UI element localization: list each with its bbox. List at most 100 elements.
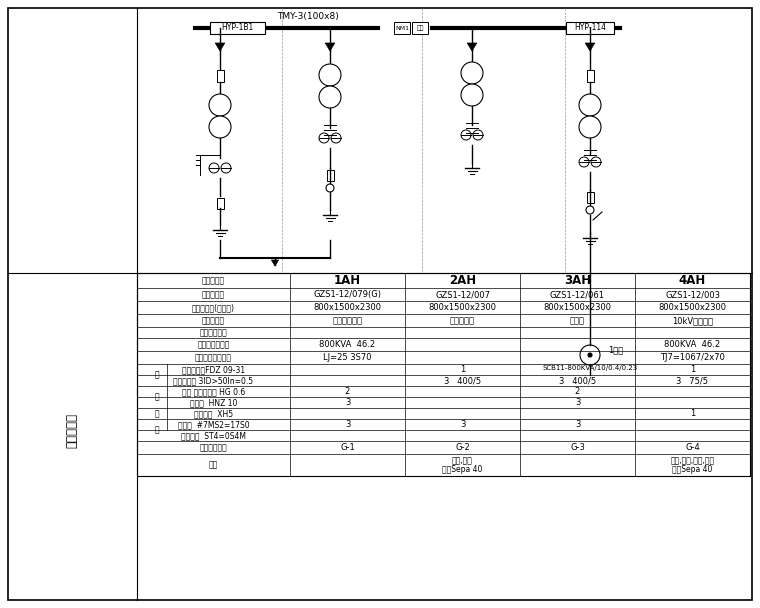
Text: 进气,清烟: 进气,清烟	[452, 457, 473, 466]
Text: 操作: 操作	[416, 25, 424, 31]
Circle shape	[326, 184, 334, 192]
Bar	[137, 273, 750, 476]
Text: G-2: G-2	[455, 443, 470, 452]
Text: 设备容量及电压: 设备容量及电压	[198, 340, 230, 349]
Text: 器: 器	[155, 426, 160, 435]
Bar	[217, 70, 223, 82]
Text: 2AH: 2AH	[449, 274, 476, 287]
Text: 变压器进线: 变压器进线	[450, 316, 475, 325]
Text: 计量柜: 计量柜	[570, 316, 585, 325]
Text: 避雷器  HNZ 10: 避雷器 HNZ 10	[190, 398, 237, 407]
Bar	[327, 170, 334, 181]
Text: 800KVA  46.2: 800KVA 46.2	[664, 340, 720, 349]
Text: 3AH: 3AH	[564, 274, 591, 287]
Circle shape	[591, 157, 601, 167]
Text: 电流互感器 3ID>50In=0.5: 电流互感器 3ID>50In=0.5	[173, 376, 254, 385]
Text: 800x1500x2300: 800x1500x2300	[658, 303, 727, 312]
Circle shape	[319, 133, 329, 143]
Circle shape	[473, 130, 483, 140]
Text: 3   400/5: 3 400/5	[444, 376, 481, 385]
Text: 3   75/5: 3 75/5	[676, 376, 708, 385]
Text: 进线进高压柜: 进线进高压柜	[333, 316, 363, 325]
Polygon shape	[215, 43, 225, 51]
Text: 3: 3	[575, 420, 580, 429]
Bar	[587, 192, 594, 202]
Text: 1AH: 1AH	[334, 274, 361, 287]
Text: 2: 2	[345, 387, 350, 396]
Text: TJ7=1067/2x70: TJ7=1067/2x70	[660, 353, 725, 362]
Bar	[217, 198, 223, 209]
Text: 出线电缆型号规格: 出线电缆型号规格	[195, 353, 232, 362]
Polygon shape	[467, 43, 477, 51]
Text: TMY-3(100x8): TMY-3(100x8)	[277, 12, 339, 21]
Circle shape	[580, 345, 600, 365]
Text: 10kV变压进线: 10kV变压进线	[672, 316, 713, 325]
Circle shape	[319, 64, 341, 86]
Text: 开关互亐  ST4=0S4M: 开关互亐 ST4=0S4M	[181, 431, 246, 440]
Text: 800x1500x2300: 800x1500x2300	[543, 303, 612, 312]
Bar	[566, 22, 614, 34]
Circle shape	[588, 353, 592, 357]
Circle shape	[461, 130, 471, 140]
Text: 二次测量屏号: 二次测量屏号	[200, 328, 227, 337]
Text: G-4: G-4	[685, 443, 700, 452]
Circle shape	[586, 206, 594, 214]
Polygon shape	[325, 43, 335, 51]
Circle shape	[461, 62, 483, 84]
Text: 4AH: 4AH	[679, 274, 706, 287]
Circle shape	[579, 157, 589, 167]
Text: HYP-114: HYP-114	[574, 24, 606, 32]
Text: 电容器  #7MS2=17S0: 电容器 #7MS2=17S0	[178, 420, 249, 429]
Text: 3: 3	[345, 398, 350, 407]
Text: 开关 电压指示灯 HG 0.6: 开关 电压指示灯 HG 0.6	[182, 387, 245, 396]
Circle shape	[331, 133, 341, 143]
Text: HYP-1B1: HYP-1B1	[221, 24, 253, 32]
Text: 800x1500x2300: 800x1500x2300	[313, 303, 382, 312]
Text: 3: 3	[345, 420, 350, 429]
Text: 800KVA  46.2: 800KVA 46.2	[319, 340, 375, 349]
Text: 出线回路编号: 出线回路编号	[200, 443, 227, 452]
Text: GZS1-12/007: GZS1-12/007	[435, 290, 490, 299]
Text: 控制Sepa 40: 控制Sepa 40	[442, 465, 483, 474]
Circle shape	[461, 84, 483, 106]
Polygon shape	[271, 260, 279, 266]
Text: 2: 2	[575, 387, 580, 396]
Text: 控制Sepa 40: 控制Sepa 40	[673, 465, 713, 474]
Text: LJ=25 3S70: LJ=25 3S70	[323, 353, 372, 362]
Circle shape	[579, 94, 601, 116]
Circle shape	[209, 163, 219, 173]
Text: 配电屏型号: 配电屏型号	[202, 290, 225, 299]
Text: 1号变: 1号变	[608, 345, 623, 354]
Text: NM1: NM1	[395, 26, 409, 30]
Text: 内: 内	[155, 393, 160, 401]
Bar	[394, 22, 410, 34]
Circle shape	[221, 163, 231, 173]
Text: 配电屏编号: 配电屏编号	[202, 276, 225, 285]
Circle shape	[209, 94, 231, 116]
Text: SCB11-800KVA/10/0.4/0.23: SCB11-800KVA/10/0.4/0.23	[543, 365, 638, 371]
Text: 变电屏用途: 变电屏用途	[202, 316, 225, 325]
Polygon shape	[585, 43, 595, 51]
Bar	[210, 22, 265, 34]
Text: 1: 1	[690, 409, 695, 418]
Bar	[412, 22, 428, 34]
Text: 备注: 备注	[209, 460, 218, 469]
Text: 1: 1	[690, 365, 695, 374]
Circle shape	[579, 116, 601, 138]
Text: 1: 1	[460, 365, 465, 374]
Text: GZS1-12/003: GZS1-12/003	[665, 290, 720, 299]
Bar	[587, 70, 594, 82]
Text: G-3: G-3	[570, 443, 585, 452]
Text: 仪: 仪	[155, 409, 160, 418]
Text: GZS1-12/079(G): GZS1-12/079(G)	[313, 290, 382, 299]
Text: 打: 打	[155, 370, 160, 379]
Text: 消防,清烟,排风,照明: 消防,清烟,排风,照明	[670, 457, 714, 466]
Text: GZS1-12/061: GZS1-12/061	[550, 290, 605, 299]
Text: 800x1500x2300: 800x1500x2300	[429, 303, 496, 312]
Text: 断路器型号FDZ 09-31: 断路器型号FDZ 09-31	[182, 365, 245, 374]
Circle shape	[319, 86, 341, 108]
Text: 3: 3	[575, 398, 580, 407]
Text: 接地开关  XH5: 接地开关 XH5	[194, 409, 233, 418]
Text: G-1: G-1	[340, 443, 355, 452]
Text: 3   400/5: 3 400/5	[559, 376, 596, 385]
